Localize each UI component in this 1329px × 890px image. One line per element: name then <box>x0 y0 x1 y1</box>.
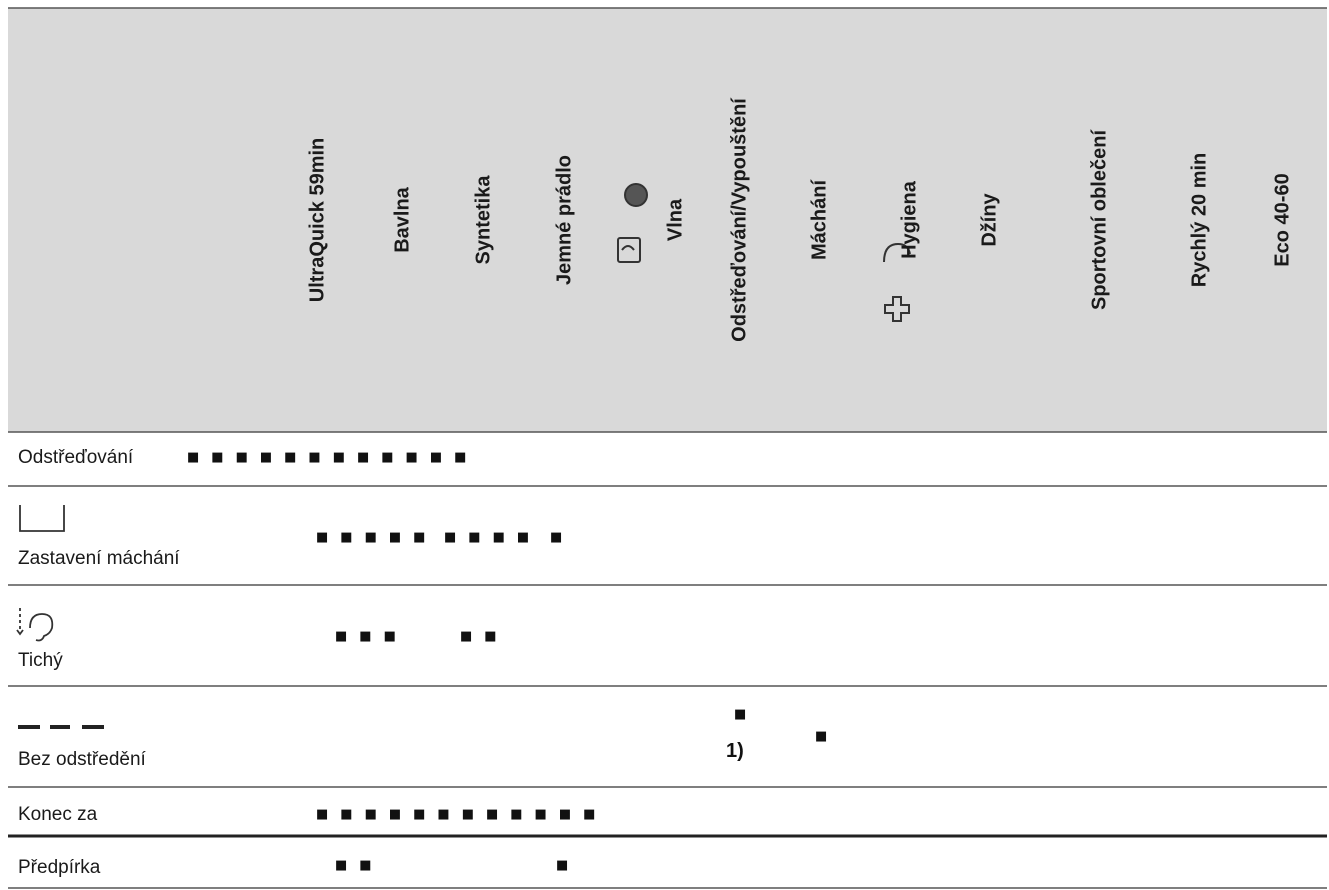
rinse-hold-icon <box>19 505 65 532</box>
column-header: Bavlna <box>391 186 413 252</box>
row-label: Zastavení máchání <box>18 548 180 569</box>
column-header: Vlna <box>664 198 686 241</box>
column-header: Džíny <box>978 192 1000 246</box>
row-label: Tichý <box>18 650 63 671</box>
marks: ■ <box>556 858 580 873</box>
column-header: Odstřeďování/Vypouštění <box>728 97 750 342</box>
column-header: Hygiena <box>898 180 920 259</box>
marks: ■■■■■■■■■■■■ <box>187 450 478 465</box>
marks: ■■■■ <box>444 530 541 545</box>
hygiene-icon <box>883 242 911 322</box>
marks: ■ <box>734 707 758 722</box>
row-label: Odstřeďování <box>18 447 134 468</box>
marks: ■■■■■ <box>316 530 437 545</box>
row-label: Předpírka <box>18 857 101 878</box>
quiet-icon <box>16 608 54 642</box>
header-bg <box>8 8 1327 432</box>
column-header: Sportovní oblečení <box>1088 129 1110 310</box>
column-header: Eco 40-60 <box>1271 173 1293 266</box>
marks: ■ <box>550 530 574 545</box>
column-header: Syntetika <box>472 175 494 265</box>
marks: ■■■ <box>335 629 408 644</box>
marks: ■■ <box>460 629 509 644</box>
column-header: UltraQuick 59min <box>306 138 328 303</box>
column-header: Máchání <box>808 179 830 260</box>
wool-icon <box>617 183 648 263</box>
column-header: Jemné prádlo <box>553 155 575 285</box>
marks: ■■ <box>335 858 384 873</box>
footnote: 1) <box>726 740 744 762</box>
row-label: Konec za <box>18 804 98 825</box>
marks: ■■■■■■■■■■■■ <box>316 807 607 822</box>
column-header: Rychlý 20 min <box>1188 153 1210 288</box>
row-label: Bez odstředění <box>18 749 147 770</box>
marks: ■ <box>815 729 839 744</box>
